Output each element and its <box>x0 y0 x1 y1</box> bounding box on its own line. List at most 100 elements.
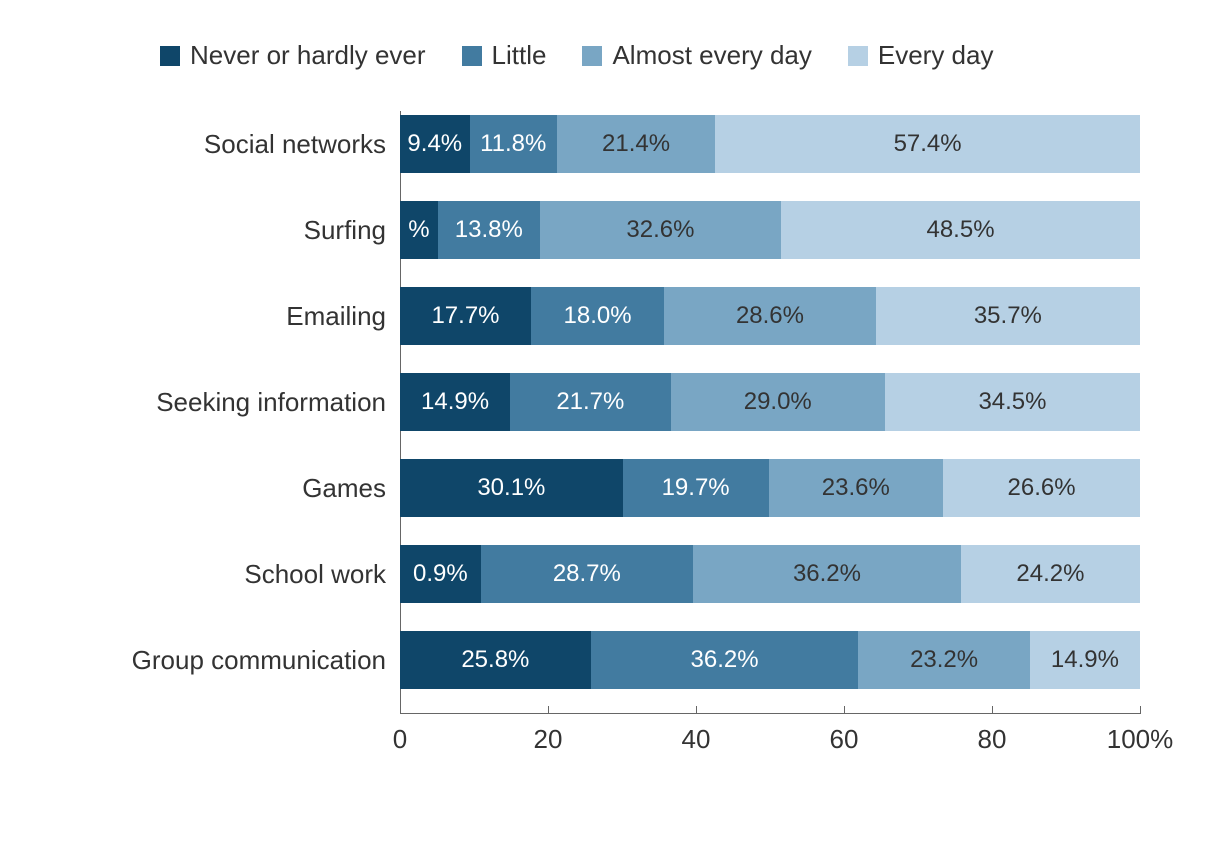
bar-value-label: 34.5% <box>978 388 1046 416</box>
bar-segment-almost: 28.6% <box>664 287 876 345</box>
x-tick-label: 40 <box>682 724 711 755</box>
bar-segment-never: 14.9% <box>400 373 510 431</box>
x-tick <box>992 706 993 714</box>
bar-segment-never: 17.7% <box>400 287 531 345</box>
category-label: Emailing <box>60 301 400 332</box>
legend-label: Almost every day <box>612 40 811 71</box>
bar-segment-every: 57.4% <box>715 115 1140 173</box>
legend: Never or hardly ever Little Almost every… <box>160 40 1160 71</box>
category-label: Surfing <box>60 215 400 246</box>
bar-segment-almost: 23.2% <box>858 631 1030 689</box>
bar-row: School work 0.9% 28.7% 36.2% 24.2% <box>60 541 1160 607</box>
bar-segment-little: 28.7% <box>481 545 693 603</box>
bar-value-label: 30.1% <box>477 474 545 502</box>
category-label: Seeking information <box>60 387 400 418</box>
bar-segment-almost: 21.4% <box>557 115 715 173</box>
bar-value-label: 23.6% <box>822 474 890 502</box>
category-label: School work <box>60 559 400 590</box>
bar-value-label: 26.6% <box>1008 474 1076 502</box>
bar-row: Surfing% 13.8% 32.6% 48.5% <box>60 197 1160 263</box>
legend-item-never: Never or hardly ever <box>160 40 426 71</box>
bar-value-label: 23.2% <box>910 646 978 674</box>
bar-row: Games 30.1% 19.7% 23.6% 26.6% <box>60 455 1160 521</box>
legend-label: Never or hardly ever <box>190 40 426 71</box>
bar-segment-every: 34.5% <box>885 373 1140 431</box>
bar-value-label: % <box>408 216 429 244</box>
x-tick-label: 20 <box>534 724 563 755</box>
x-tick-label: 100% <box>1107 724 1174 755</box>
x-axis: 020406080100% <box>400 713 1140 773</box>
chart-container: Never or hardly ever Little Almost every… <box>60 40 1160 773</box>
bar-value-label: 24.2% <box>1016 560 1084 588</box>
bar-row: Group communication 25.8% 36.2% 23.2% 14.9% <box>60 627 1160 693</box>
bar-segment-almost: 29.0% <box>671 373 885 431</box>
bar-segment-every: 26.6% <box>943 459 1140 517</box>
legend-item-almost: Almost every day <box>582 40 811 71</box>
bar-track: 30.1% 19.7% 23.6% 26.6% <box>400 459 1140 517</box>
bar-value-label: 14.9% <box>421 388 489 416</box>
x-tick <box>844 706 845 714</box>
x-tick <box>548 706 549 714</box>
bar-track: 25.8% 36.2% 23.2% 14.9% <box>400 631 1140 689</box>
legend-swatch-never <box>160 46 180 66</box>
x-tick-label: 60 <box>830 724 859 755</box>
category-label: Games <box>60 473 400 504</box>
bar-value-label: 18.0% <box>564 302 632 330</box>
bar-segment-almost: 36.2% <box>693 545 961 603</box>
bar-segment-never: % <box>400 201 438 259</box>
bar-value-label: 32.6% <box>626 216 694 244</box>
legend-label: Little <box>492 40 547 71</box>
bar-value-label: 36.2% <box>793 560 861 588</box>
bar-segment-little: 18.0% <box>531 287 664 345</box>
legend-swatch-almost <box>582 46 602 66</box>
bar-row: Social networks9.4% 11.8% 21.4% 57.4% <box>60 111 1160 177</box>
bar-value-label: 25.8% <box>461 646 529 674</box>
bar-track: 9.4% 11.8% 21.4% 57.4% <box>400 115 1140 173</box>
bar-segment-almost: 32.6% <box>540 201 781 259</box>
plot-area: Social networks9.4% 11.8% 21.4% 57.4% Surfin… <box>60 111 1160 773</box>
bar-value-label: 36.2% <box>691 646 759 674</box>
bar-segment-never: 0.9% <box>400 545 481 603</box>
x-tick-label: 0 <box>393 724 407 755</box>
bar-row: Seeking information 14.9% 21.7% 29.0% 34.5% <box>60 369 1160 435</box>
bar-value-label: 35.7% <box>974 302 1042 330</box>
legend-item-little: Little <box>462 40 547 71</box>
x-tick <box>1140 706 1141 714</box>
bar-segment-every: 14.9% <box>1030 631 1140 689</box>
bar-value-label: 28.6% <box>736 302 804 330</box>
bar-track: 14.9% 21.7% 29.0% 34.5% <box>400 373 1140 431</box>
bar-track: % 13.8% 32.6% 48.5% <box>400 201 1140 259</box>
bar-value-label: 11.8% <box>480 130 546 158</box>
x-tick-label: 80 <box>978 724 1007 755</box>
bar-value-label: 0.9% <box>413 560 468 588</box>
bar-value-label: 17.7% <box>431 302 499 330</box>
bar-segment-little: 36.2% <box>591 631 859 689</box>
x-tick <box>696 706 697 714</box>
category-label: Group communication <box>60 645 400 676</box>
bar-value-label: 19.7% <box>662 474 730 502</box>
bar-value-label: 14.9% <box>1051 646 1119 674</box>
bar-segment-little: 13.8% <box>438 201 540 259</box>
bar-track: 17.7% 18.0% 28.6% 35.7% <box>400 287 1140 345</box>
legend-label: Every day <box>878 40 994 71</box>
bar-segment-little: 11.8% <box>470 115 557 173</box>
bar-segment-little: 19.7% <box>623 459 769 517</box>
bar-segment-almost: 23.6% <box>769 459 944 517</box>
x-tick <box>400 706 401 714</box>
bar-segment-every: 35.7% <box>876 287 1140 345</box>
bar-segment-never: 25.8% <box>400 631 591 689</box>
bar-value-label: 48.5% <box>926 216 994 244</box>
bar-value-label: 57.4% <box>894 130 962 158</box>
bar-value-label: 29.0% <box>744 388 812 416</box>
bar-segment-little: 21.7% <box>510 373 670 431</box>
legend-swatch-every <box>848 46 868 66</box>
bar-value-label: 21.4% <box>602 130 670 158</box>
bar-value-label: 21.7% <box>556 388 624 416</box>
category-label: Social networks <box>60 129 400 160</box>
bar-segment-never: 30.1% <box>400 459 623 517</box>
bar-row: Emailing 17.7% 18.0% 28.6% 35.7% <box>60 283 1160 349</box>
bar-track: 0.9% 28.7% 36.2% 24.2% <box>400 545 1140 603</box>
bar-segment-never: 9.4% <box>400 115 470 173</box>
bar-value-label: 28.7% <box>553 560 621 588</box>
bar-value-label: 13.8% <box>455 216 523 244</box>
